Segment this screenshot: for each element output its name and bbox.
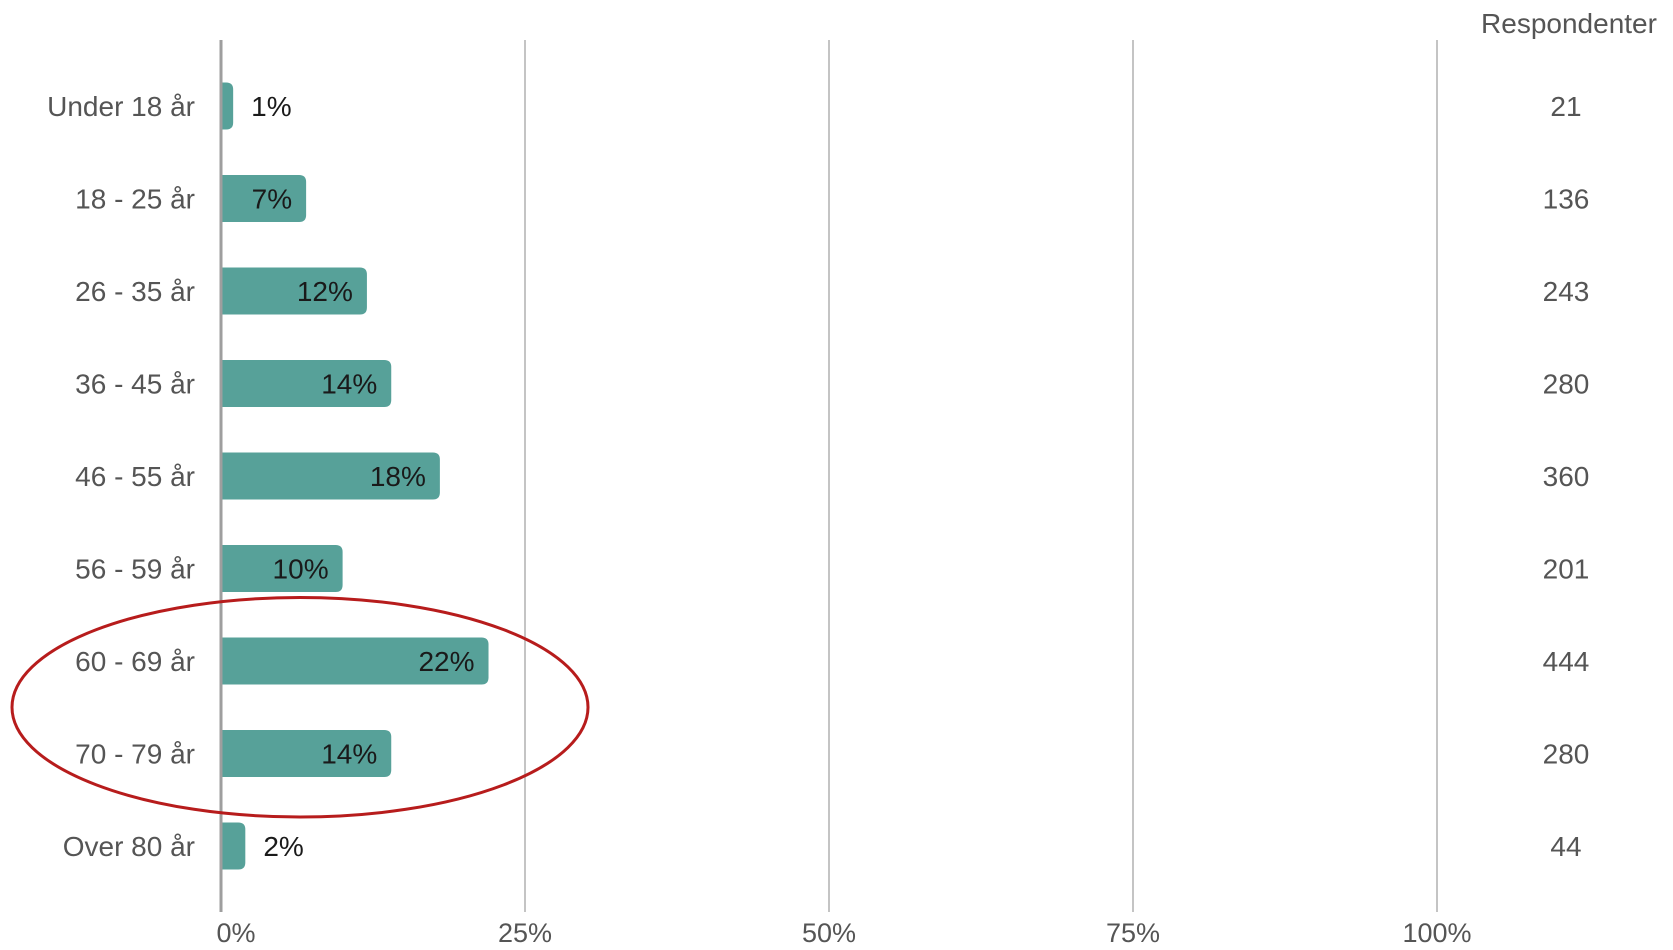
respondents-value: 44 — [1550, 831, 1581, 862]
respondents-value: 360 — [1543, 461, 1590, 492]
respondents-value: 201 — [1543, 554, 1590, 585]
category-label: 26 - 35 år — [75, 276, 195, 307]
highlight-ellipse — [10, 596, 590, 819]
bar — [221, 822, 246, 870]
bar-value-label: 10% — [273, 554, 329, 585]
category-label: Under 18 år — [47, 91, 195, 122]
bar — [221, 267, 367, 315]
category-label: Over 80 år — [63, 831, 195, 862]
x-tick-labels: 0% 25% 50% 75% 100% — [216, 918, 1471, 948]
bar — [221, 452, 440, 500]
respondents-value: 136 — [1543, 184, 1590, 215]
bar-value-label: 14% — [321, 739, 377, 770]
respondents-value: 280 — [1543, 369, 1590, 400]
category-label: 56 - 59 år — [75, 554, 195, 585]
bar-value-label: 22% — [418, 646, 474, 677]
respondents-header: Respondenter — [1481, 8, 1657, 39]
respondents-column: 21 136 243 280 360 201 444 280 44 — [1543, 91, 1590, 862]
x-tick-label: 50% — [802, 918, 856, 948]
x-tick-label: 75% — [1106, 918, 1160, 948]
category-label: 70 - 79 år — [75, 739, 195, 770]
bar-value-label: 1% — [251, 91, 291, 122]
respondents-value: 21 — [1550, 91, 1581, 122]
category-labels: Under 18 år 18 - 25 år 26 - 35 år 36 - 45 å… — [47, 91, 195, 862]
respondents-value: 444 — [1543, 646, 1590, 677]
bar — [221, 175, 307, 222]
category-label: 18 - 25 år — [75, 184, 195, 215]
x-tick-label: 25% — [498, 918, 552, 948]
bar — [221, 637, 489, 685]
bar-value-label: 12% — [297, 276, 353, 307]
grid-lines — [524, 40, 1438, 912]
bar-value-label: 14% — [321, 369, 377, 400]
bar-value-label: 2% — [263, 831, 303, 862]
bar — [221, 545, 343, 592]
respondents-value: 243 — [1543, 276, 1590, 307]
bar — [221, 82, 234, 130]
bar-value-labels: 1% 7% 12% 14% 18% 10% 22% 14% 2% — [251, 91, 474, 862]
bar-value-label: 18% — [370, 461, 426, 492]
bars — [221, 82, 489, 870]
x-tick-label: 100% — [1402, 918, 1471, 948]
category-label: 36 - 45 år — [75, 369, 195, 400]
category-label: 46 - 55 år — [75, 461, 195, 492]
bar-value-label: 7% — [252, 184, 292, 215]
bar — [221, 360, 392, 407]
respondents-value: 280 — [1543, 739, 1590, 770]
category-label: 60 - 69 år — [75, 646, 195, 677]
bar — [221, 730, 392, 777]
x-tick-label: 0% — [216, 918, 255, 948]
